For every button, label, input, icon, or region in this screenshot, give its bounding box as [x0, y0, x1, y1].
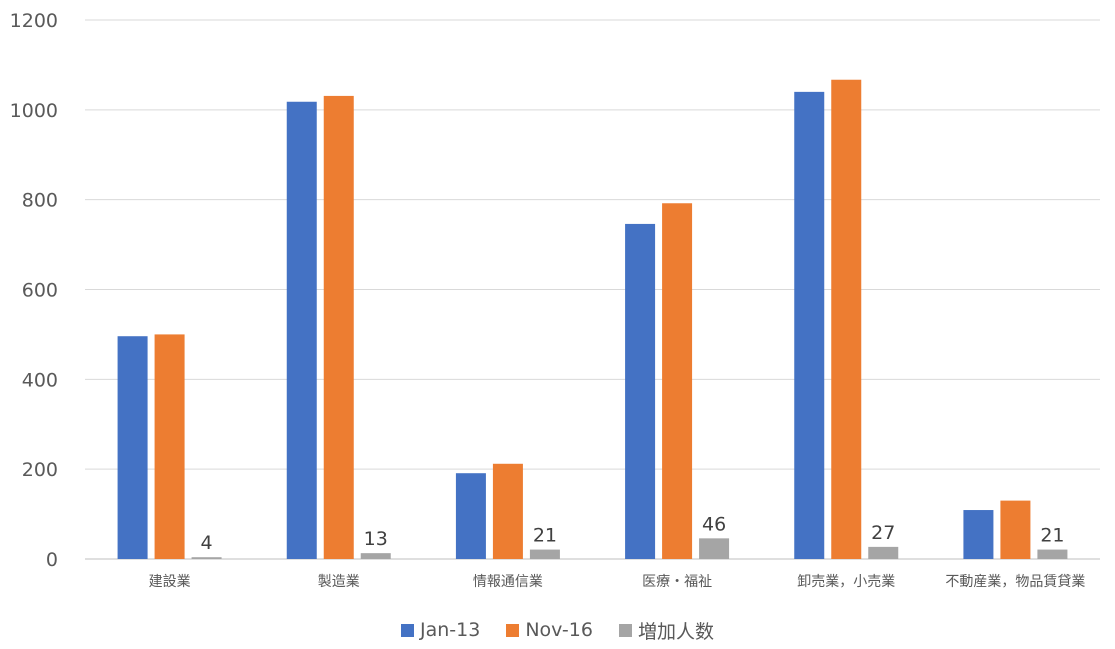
y-tick-label: 1200: [10, 10, 58, 32]
y-tick-label: 400: [22, 369, 58, 391]
y-tick-label: 0: [46, 549, 58, 571]
bar-series-1: [794, 91, 825, 559]
legend-item-series-1: Jan-13: [401, 619, 480, 641]
chart-plot: 0 200 400 600 800 1000 1200 4 建設業 13 製造業 21 情報通信業 46 医…: [10, 10, 1100, 590]
bar-series-2: [662, 203, 693, 559]
data-label: 21: [533, 525, 557, 547]
bar-series-1: [625, 223, 656, 559]
x-tick-label: 医療・福祉: [642, 573, 712, 590]
x-tick-label: 卸売業，小売業: [797, 574, 895, 590]
legend-swatch-series-2: [506, 623, 520, 637]
x-tick-label: 建設業: [149, 574, 191, 590]
x-tick-label: 不動産業，物品賃貸業: [945, 574, 1085, 590]
data-label: 4: [201, 532, 213, 554]
bar-series-2: [1000, 500, 1031, 559]
bar-series-2: [492, 463, 523, 559]
bar-series-1: [455, 473, 486, 559]
bar-series-2: [323, 95, 354, 559]
y-tick-label: 600: [22, 280, 58, 302]
bar-series-3: [699, 538, 730, 559]
x-tick-label: 製造業: [318, 574, 360, 590]
y-tick-label: 200: [22, 459, 58, 481]
legend-label-series-3: 増加人数: [637, 620, 714, 643]
y-tick-label: 1000: [10, 100, 58, 122]
y-tick-label: 800: [22, 190, 58, 212]
bar-series-2: [831, 79, 862, 559]
bar-series-3: [868, 546, 899, 559]
bar-series-3: [360, 553, 391, 559]
data-label: 27: [871, 522, 895, 544]
legend-swatch-series-3: [618, 623, 632, 637]
legend-item-series-2: Nov-16: [506, 619, 593, 641]
bar-series-3: [1037, 549, 1068, 559]
bar-series-1: [117, 336, 148, 559]
bar-series-3: [529, 549, 560, 559]
legend: Jan-13 Nov-16 増加人数: [0, 612, 1115, 648]
legend-swatch-series-1: [401, 623, 415, 637]
x-tick-label: 情報通信業: [473, 574, 543, 590]
bar-series-1: [286, 101, 317, 559]
data-label: 13: [364, 528, 388, 550]
bar-series-3: [191, 557, 222, 559]
bar-series-1: [963, 510, 994, 559]
legend-label-series-2: Nov-16: [525, 619, 593, 641]
data-label: 21: [1040, 525, 1064, 547]
data-label: 46: [702, 513, 726, 535]
bar-series-2: [154, 334, 185, 559]
legend-label-series-1: Jan-13: [420, 619, 481, 641]
legend-item-series-3: 増加人数: [618, 617, 714, 644]
